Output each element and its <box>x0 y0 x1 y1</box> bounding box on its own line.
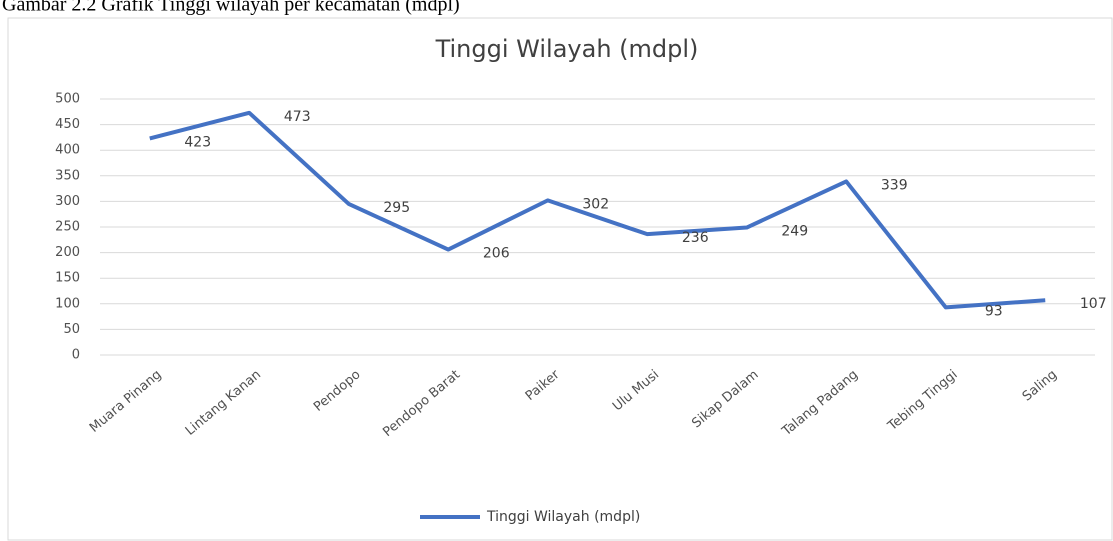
y-tick-label: 350 <box>55 168 80 183</box>
data-label: 236 <box>682 230 709 246</box>
chart-title: Tinggi Wilayah (mdpl) <box>435 35 699 63</box>
y-tick-label: 500 <box>55 92 80 107</box>
chart-border <box>7 17 1113 541</box>
line <box>149 110 1046 310</box>
y-tick-label: 0 <box>72 348 80 363</box>
caption: Gambar 2.2 Grafik Tinggi wilayah per kec… <box>2 0 460 16</box>
y-tick-label: 250 <box>55 220 80 235</box>
data-label: 206 <box>483 246 510 262</box>
y-tick-label: 100 <box>55 296 80 311</box>
data-label: 295 <box>383 200 410 216</box>
data-label: 423 <box>184 134 211 150</box>
y-tick-label: 300 <box>55 194 80 209</box>
data-label: 249 <box>781 224 808 240</box>
y-tick-label: 50 <box>63 322 80 337</box>
data-label: 339 <box>881 177 908 193</box>
legend-label: Tinggi Wilayah (mdpl) <box>486 509 640 525</box>
data-label: 93 <box>985 303 1003 319</box>
y-tick-label: 150 <box>55 271 80 286</box>
data-label: 473 <box>284 109 311 125</box>
data-label: 302 <box>582 196 609 212</box>
y-tick-label: 450 <box>55 117 80 132</box>
y-tick-label: 400 <box>55 143 80 158</box>
y-tick-label: 200 <box>55 245 80 260</box>
data-label: 107 <box>1080 296 1107 312</box>
